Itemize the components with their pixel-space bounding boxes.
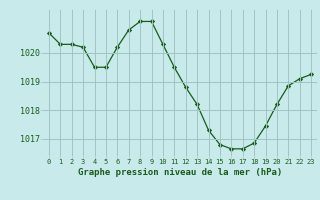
X-axis label: Graphe pression niveau de la mer (hPa): Graphe pression niveau de la mer (hPa) — [78, 168, 282, 177]
